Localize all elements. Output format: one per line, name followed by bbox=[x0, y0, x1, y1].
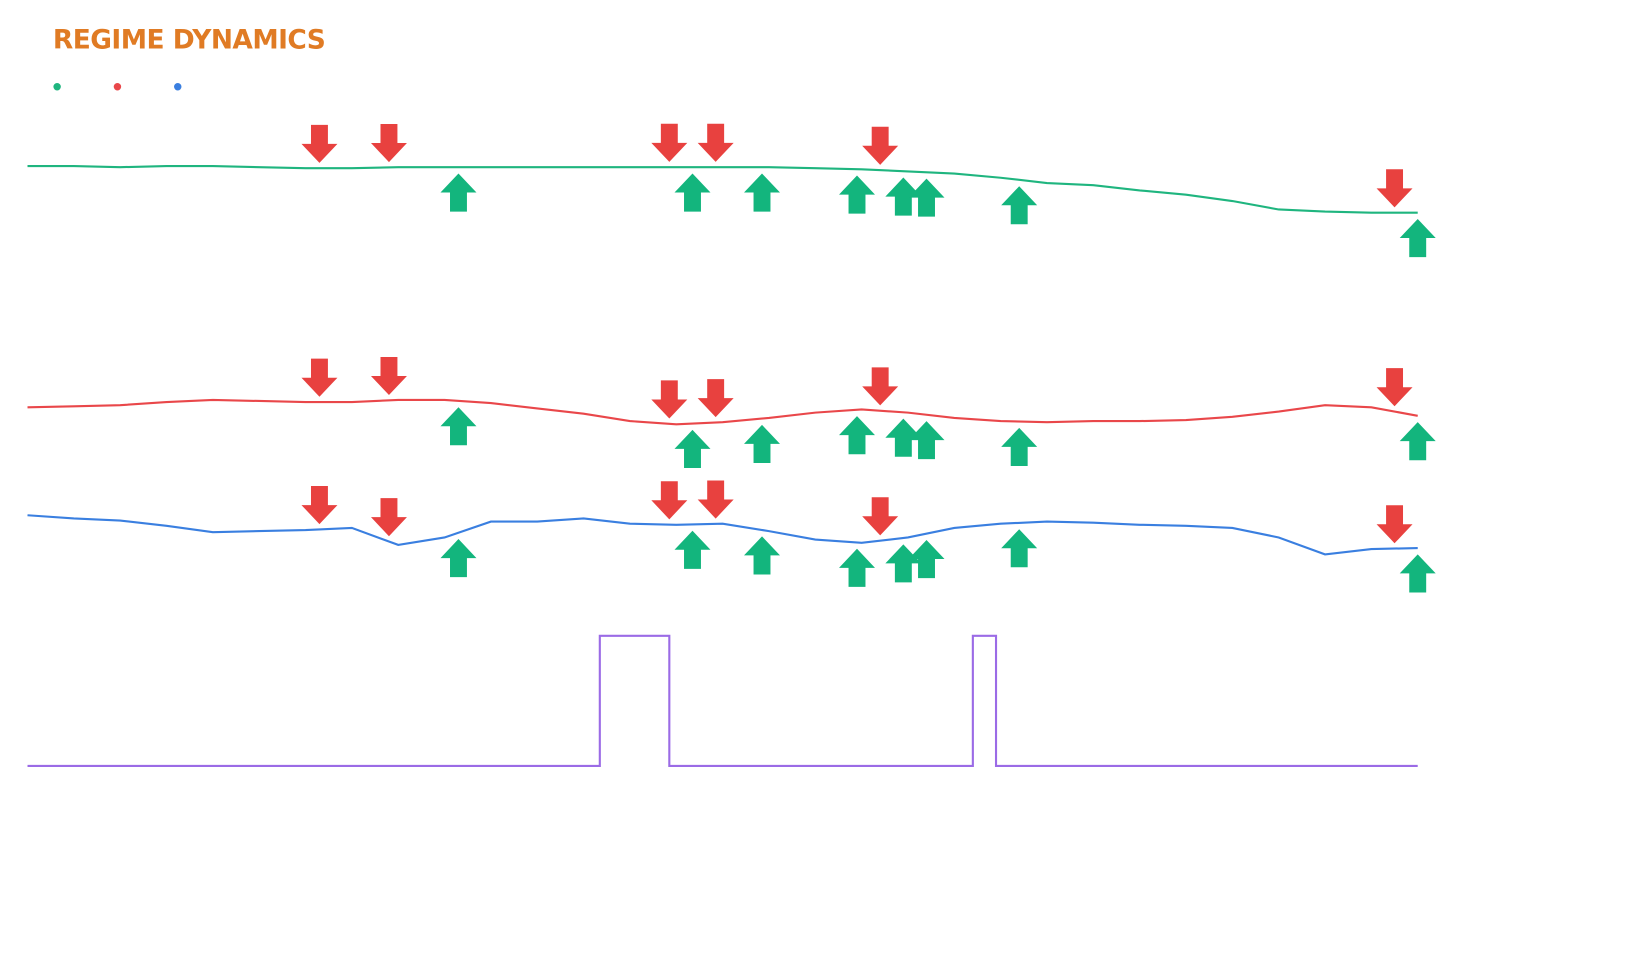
buy-arrow bbox=[744, 424, 780, 463]
buy-arrow bbox=[839, 548, 875, 587]
sell-arrow bbox=[370, 498, 407, 537]
sell-arrow bbox=[1376, 505, 1413, 544]
sell-arrow bbox=[301, 358, 338, 397]
buy-arrow bbox=[1399, 554, 1436, 593]
buy-arrow bbox=[674, 530, 711, 569]
sell-arrow bbox=[651, 123, 688, 162]
buy-arrow bbox=[744, 173, 780, 212]
sell-arrow bbox=[862, 367, 899, 406]
buy-arrow bbox=[440, 173, 477, 212]
buy-arrow bbox=[839, 416, 875, 455]
sell-arrow bbox=[370, 356, 407, 396]
buy-arrow bbox=[885, 418, 922, 457]
chart-area: REGIME DYNAMICS bbox=[27, 25, 1436, 768]
buy-arrow bbox=[1001, 186, 1038, 225]
buy-arrow bbox=[440, 407, 477, 446]
legend-dot bbox=[174, 83, 182, 91]
buy-arrow bbox=[1399, 422, 1436, 461]
buy-arrow bbox=[744, 536, 780, 575]
buy-arrow bbox=[1001, 427, 1038, 466]
sell-arrow bbox=[697, 379, 734, 418]
buy-arrow bbox=[839, 175, 875, 214]
buy-arrow bbox=[908, 178, 945, 217]
sell-arrow bbox=[651, 380, 688, 419]
buy-arrow bbox=[908, 540, 945, 579]
buy-arrow bbox=[885, 544, 922, 583]
legend-dot bbox=[113, 83, 122, 91]
series-line bbox=[27, 514, 1418, 556]
sell-arrow bbox=[1376, 169, 1413, 208]
sell-arrow bbox=[651, 481, 688, 520]
sell-arrow bbox=[370, 123, 407, 163]
buy-arrow bbox=[908, 421, 945, 460]
sell-arrow bbox=[862, 497, 899, 536]
series-line bbox=[27, 165, 1418, 214]
buy-arrow bbox=[440, 539, 477, 578]
series-line bbox=[27, 398, 1418, 426]
sell-arrow bbox=[862, 126, 899, 165]
series-line bbox=[27, 634, 1418, 768]
buy-arrow bbox=[885, 177, 922, 216]
sell-arrow bbox=[301, 486, 338, 525]
buy-arrow bbox=[674, 173, 711, 212]
legend-dot bbox=[53, 83, 61, 91]
buy-arrow bbox=[674, 429, 711, 468]
buy-arrow bbox=[1001, 529, 1038, 568]
sell-arrow bbox=[301, 124, 338, 163]
chart-title: REGIME DYNAMICS bbox=[53, 25, 325, 56]
sell-arrow bbox=[697, 480, 734, 519]
sell-arrow bbox=[1376, 368, 1413, 407]
sell-arrow bbox=[697, 123, 734, 162]
buy-arrow bbox=[1399, 219, 1436, 258]
